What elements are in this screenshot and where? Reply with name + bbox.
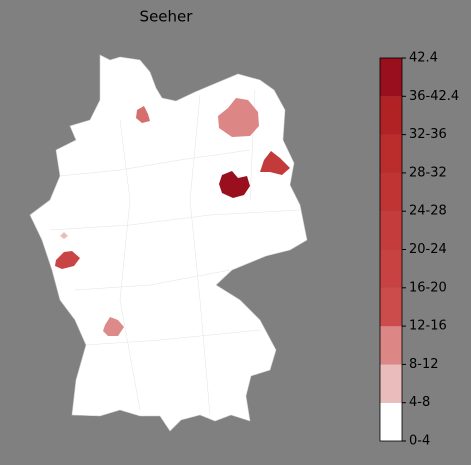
colorbar-frame <box>379 57 403 442</box>
colorbar-swatch <box>380 249 402 288</box>
region <box>136 106 150 123</box>
colorbar: 0-4 4-8 8-12 12-16 16-20 20-24 24-28 28-32 32-36… <box>379 51 459 449</box>
colorbar-label: 42.4 <box>409 51 438 66</box>
colorbar-label: 4-8 <box>409 395 430 410</box>
colorbar-swatch <box>380 287 402 327</box>
regions <box>55 98 290 336</box>
region <box>219 171 250 198</box>
colorbar-swatch <box>380 211 402 250</box>
colorbar-label: 8-12 <box>409 357 439 372</box>
colorbar-label: 16-20 <box>409 280 447 295</box>
colorbar-swatch <box>380 172 402 212</box>
colorbar-label: 24-28 <box>409 204 447 219</box>
region <box>103 317 124 336</box>
map-title: Seeher <box>140 8 194 26</box>
colorbar-label: 28-32 <box>409 165 447 180</box>
district-borders <box>49 89 301 416</box>
colorbar-swatch <box>380 134 402 173</box>
colorbar-swatch <box>380 96 402 135</box>
region <box>55 251 80 269</box>
colorbar-label: 36-42.4 <box>409 89 459 104</box>
colorbar-label: 0-4 <box>409 434 430 449</box>
colorbar-label: 12-16 <box>409 319 447 334</box>
region <box>60 232 68 239</box>
germany-outline <box>29 54 308 432</box>
colorbar-label: 32-36 <box>409 127 447 142</box>
region <box>218 98 259 137</box>
colorbar-swatch <box>380 326 402 365</box>
colorbar-swatch <box>380 402 402 441</box>
colorbar-swatch <box>380 58 402 97</box>
region <box>260 151 290 175</box>
colorbar-label: 20-24 <box>409 242 447 257</box>
colorbar-swatch <box>380 364 402 403</box>
